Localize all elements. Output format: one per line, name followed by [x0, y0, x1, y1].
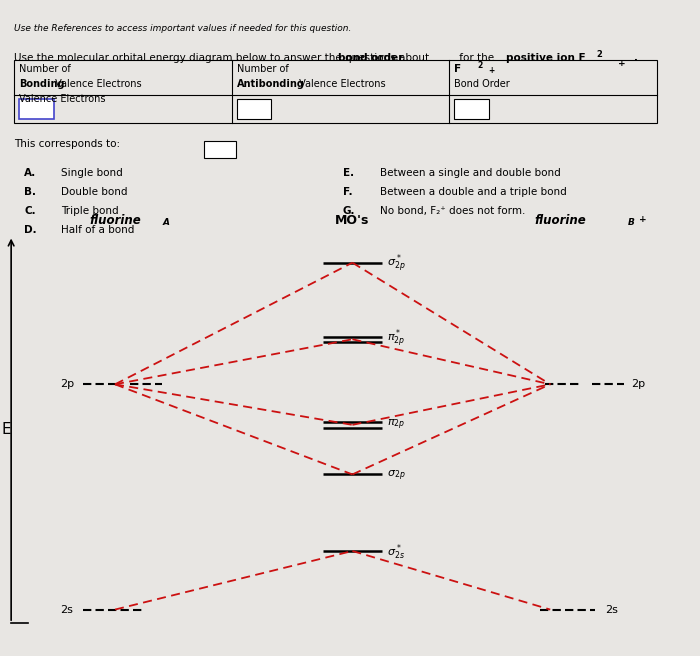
- Text: E: E: [1, 422, 11, 437]
- Text: Valence Electrons: Valence Electrons: [296, 79, 386, 89]
- Text: Valence Electrons: Valence Electrons: [19, 94, 106, 104]
- Text: $\pi_{2p}$: $\pi_{2p}$: [387, 418, 405, 432]
- Text: Double bond: Double bond: [61, 187, 127, 197]
- Text: 2s: 2s: [605, 605, 617, 615]
- Text: 2s: 2s: [61, 605, 74, 615]
- Text: .: .: [634, 53, 638, 63]
- Text: bond order: bond order: [337, 53, 403, 63]
- Text: $\sigma^*_{2s}$: $\sigma^*_{2s}$: [387, 542, 405, 562]
- Text: Between a double and a triple bond: Between a double and a triple bond: [380, 187, 567, 197]
- Text: 2: 2: [596, 50, 603, 58]
- Text: B: B: [627, 218, 634, 226]
- Text: $\pi^*_{2p}$: $\pi^*_{2p}$: [387, 328, 405, 350]
- Text: +: +: [617, 58, 625, 68]
- Bar: [14, 60, 657, 123]
- Text: Single bond: Single bond: [61, 168, 122, 178]
- Text: This corresponds to:: This corresponds to:: [14, 139, 120, 149]
- Text: 2: 2: [477, 61, 482, 70]
- Text: Bonding: Bonding: [19, 79, 64, 89]
- Text: 2p: 2p: [631, 379, 645, 389]
- Text: Bond Order: Bond Order: [454, 79, 510, 89]
- Text: C.: C.: [24, 206, 36, 216]
- Text: positive ion F: positive ion F: [505, 53, 585, 63]
- Text: No bond, F₂⁺ does not form.: No bond, F₂⁺ does not form.: [380, 206, 526, 216]
- Text: F: F: [454, 64, 461, 73]
- Bar: [454, 99, 489, 119]
- Text: 2p: 2p: [61, 379, 75, 389]
- Text: MO's: MO's: [335, 214, 370, 226]
- Text: $\sigma^*_{2p}$: $\sigma^*_{2p}$: [387, 253, 405, 275]
- Text: fluorine: fluorine: [89, 214, 141, 226]
- Text: Between a single and double bond: Between a single and double bond: [380, 168, 561, 178]
- Bar: [237, 99, 272, 119]
- Bar: [204, 140, 236, 157]
- Text: fluorine: fluorine: [534, 214, 586, 226]
- Text: B.: B.: [24, 187, 36, 197]
- Text: Number of: Number of: [237, 64, 291, 73]
- Text: $\sigma_{2p}$: $\sigma_{2p}$: [387, 468, 405, 483]
- Text: Number of: Number of: [19, 64, 74, 73]
- Text: A.: A.: [24, 168, 36, 178]
- Text: Triple bond: Triple bond: [61, 206, 118, 216]
- Text: Use the References to access important values if needed for this question.: Use the References to access important v…: [14, 24, 351, 33]
- Text: Use the molecular orbital energy diagram below to answer the questions about: Use the molecular orbital energy diagram…: [14, 53, 433, 63]
- Text: A: A: [162, 218, 169, 226]
- Text: +: +: [488, 66, 494, 75]
- Text: Half of a bond: Half of a bond: [61, 225, 134, 235]
- Text: G.: G.: [342, 206, 355, 216]
- Text: E.: E.: [342, 168, 354, 178]
- Text: Antibonding: Antibonding: [237, 79, 304, 89]
- Bar: [19, 99, 54, 119]
- Text: Valence Electrons: Valence Electrons: [52, 79, 141, 89]
- Text: D.: D.: [24, 225, 36, 235]
- Text: for the: for the: [456, 53, 498, 63]
- Text: +: +: [639, 215, 647, 224]
- Text: F.: F.: [342, 187, 352, 197]
